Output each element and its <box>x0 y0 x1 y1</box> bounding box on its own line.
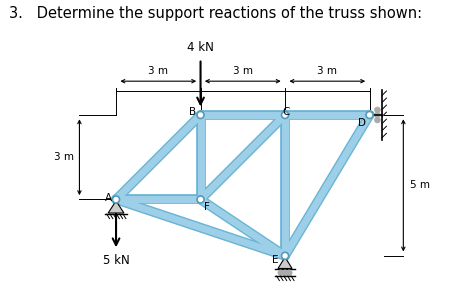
Circle shape <box>197 196 204 203</box>
Text: E: E <box>272 255 278 265</box>
Circle shape <box>287 270 292 276</box>
Circle shape <box>198 198 202 201</box>
Circle shape <box>282 252 289 260</box>
Text: 3 m: 3 m <box>148 66 168 76</box>
Circle shape <box>367 113 372 117</box>
Circle shape <box>375 107 380 113</box>
Text: F: F <box>204 202 210 212</box>
Text: 3 m: 3 m <box>54 152 74 162</box>
Text: 3 m: 3 m <box>317 66 337 76</box>
Circle shape <box>283 254 287 258</box>
Polygon shape <box>108 201 124 213</box>
Text: 3 m: 3 m <box>233 66 253 76</box>
Text: 3.   Determine the support reactions of the truss shown:: 3. Determine the support reactions of th… <box>9 6 422 21</box>
Text: A: A <box>105 193 112 203</box>
Text: C: C <box>283 107 290 117</box>
Circle shape <box>197 111 204 119</box>
Text: B: B <box>189 107 196 117</box>
Circle shape <box>375 117 380 123</box>
Circle shape <box>278 270 284 276</box>
Circle shape <box>198 113 202 117</box>
Circle shape <box>366 111 373 119</box>
Text: 4 kN: 4 kN <box>187 41 214 54</box>
Polygon shape <box>278 257 292 269</box>
Text: 5 m: 5 m <box>410 180 430 190</box>
Text: 5 kN: 5 kN <box>103 254 129 267</box>
Circle shape <box>375 112 380 118</box>
Circle shape <box>282 270 288 276</box>
Text: D: D <box>358 118 366 128</box>
Circle shape <box>283 113 287 117</box>
Circle shape <box>112 196 120 203</box>
Circle shape <box>114 198 118 201</box>
Circle shape <box>282 111 289 119</box>
